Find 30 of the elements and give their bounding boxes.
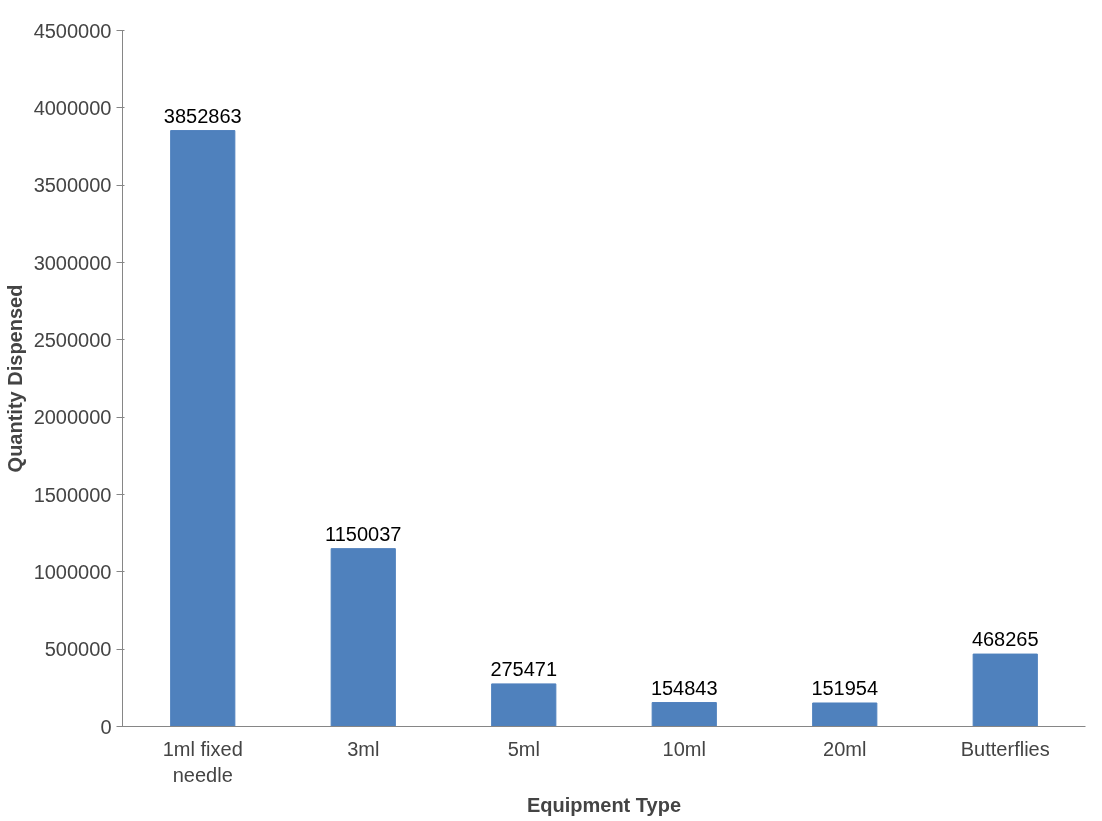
data-label: 151954 (811, 677, 879, 699)
y-tick-label: 1000000 (33, 560, 112, 583)
x-tick-label: Butterflies (960, 737, 1050, 760)
data-label: 154843 (650, 676, 718, 699)
x-tick-label: 5ml (507, 737, 540, 760)
y-tick-label: 2500000 (33, 328, 112, 351)
x-axis-title: Equipment Type (526, 793, 682, 816)
bar (491, 683, 557, 727)
x-tick-label: 3ml (347, 737, 380, 760)
bar (812, 702, 878, 727)
y-tick-label: 3500000 (33, 174, 112, 197)
y-tick-label: 1500000 (33, 483, 112, 506)
y-tick-label: 3000000 (33, 251, 112, 274)
data-label: 275471 (490, 657, 558, 680)
x-tick-label: 20ml (823, 737, 867, 760)
data-label: 468265 (971, 628, 1039, 651)
x-tick-label: 1ml fixed needle (162, 737, 243, 786)
y-tick-label: 500000 (44, 638, 112, 661)
bar (972, 653, 1038, 727)
y-tick-label: 2000000 (33, 406, 112, 429)
x-tick-label: 10ml (662, 737, 706, 760)
y-tick-label: 0 (100, 715, 112, 738)
bar (330, 548, 396, 727)
bar (651, 702, 717, 727)
y-tick-label: 4000000 (33, 96, 112, 119)
y-axis-title: Quantity Dispensed (3, 284, 26, 473)
bar (170, 130, 236, 727)
data-label: 1150037 (325, 522, 402, 545)
data-label: 3852863 (163, 104, 242, 127)
y-tick-label: 4500000 (33, 19, 112, 42)
